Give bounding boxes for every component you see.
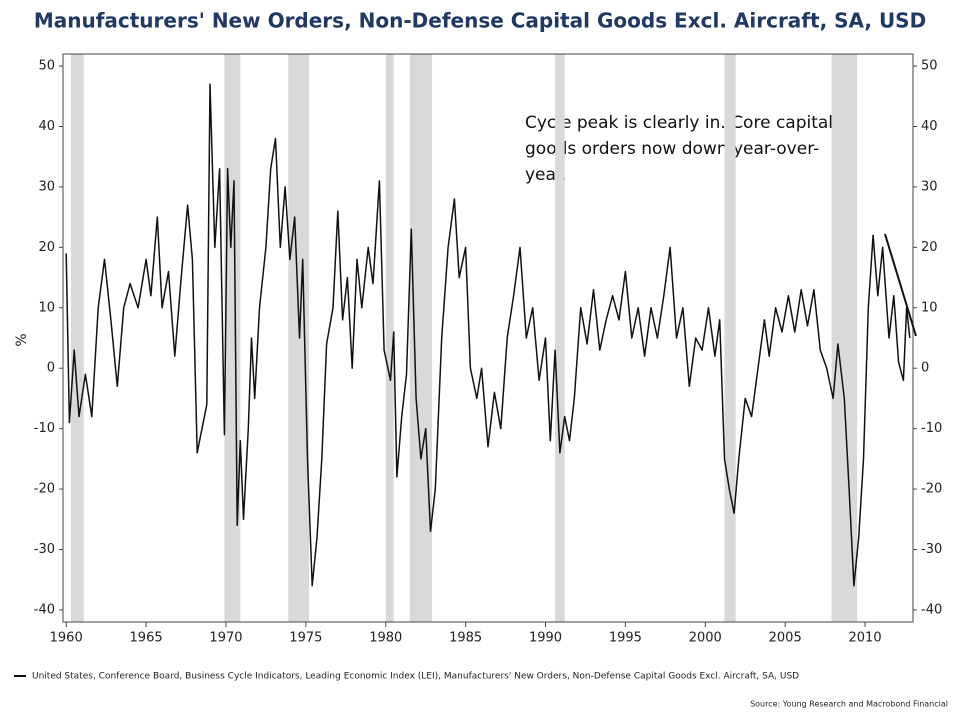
y2-tick-label: 20 [921, 240, 938, 255]
x-tick-label: 1995 [609, 631, 642, 646]
legend-label: United States, Conference Board, Busines… [32, 672, 799, 682]
y-tick-label: -30 [34, 542, 55, 557]
x-tick-label: 1965 [130, 631, 163, 646]
y-tick-label: 0 [47, 361, 55, 376]
x-tick-label: 1970 [209, 631, 242, 646]
recession-band [831, 54, 858, 622]
annotation: Cycle peak is clearly in. Core capital g… [525, 113, 834, 185]
recession-band [224, 54, 241, 622]
x-tick-label: 2010 [849, 631, 882, 646]
y-tick-label: 10 [38, 300, 55, 315]
recession-band [70, 54, 84, 622]
source: Source: Young Research and Macrobond Fin… [750, 700, 948, 709]
y-tick-label: 30 [38, 179, 55, 194]
recession-band [409, 54, 433, 622]
y2-tick-label: -10 [921, 421, 942, 436]
recession-band [288, 54, 310, 622]
y2-tick-label: 50 [921, 59, 938, 74]
annotation-box: Cycle peak is clearly in. Core capital g… [525, 113, 834, 185]
y-tick-label: 20 [38, 240, 55, 255]
y2-tick-label: -40 [921, 602, 942, 617]
y2-tick-label: 10 [921, 300, 938, 315]
chart-title: Manufacturers' New Orders, Non-Defense C… [34, 9, 926, 33]
trend-arrow [884, 233, 917, 337]
y-tick-label: 50 [38, 59, 55, 74]
series-line [65, 83, 911, 587]
y-tick-label: 40 [38, 119, 55, 134]
x-tick-label: 2005 [769, 631, 802, 646]
x-tick-label: 1980 [369, 631, 402, 646]
y-axis-label: % [14, 333, 30, 346]
y-tick-label: -40 [34, 602, 55, 617]
recession-band [724, 54, 736, 622]
y2-tick-label: -30 [921, 542, 942, 557]
recession-band [555, 54, 565, 622]
y-tick-label: -20 [34, 482, 55, 497]
y2-tick-label: 30 [921, 179, 938, 194]
y2-tick-label: -20 [921, 482, 942, 497]
recession-band [385, 54, 394, 622]
x-tick-label: 1985 [449, 631, 482, 646]
y2-tick-label: 0 [921, 361, 929, 376]
x-tick-label: 2000 [689, 631, 722, 646]
x-tick-label: 1960 [50, 631, 83, 646]
x-tick-label: 1990 [529, 631, 562, 646]
x-tick-label: 1975 [289, 631, 322, 646]
y2-tick-label: 40 [921, 119, 938, 134]
y-tick-label: -10 [34, 421, 55, 436]
plot-frame [62, 53, 914, 623]
